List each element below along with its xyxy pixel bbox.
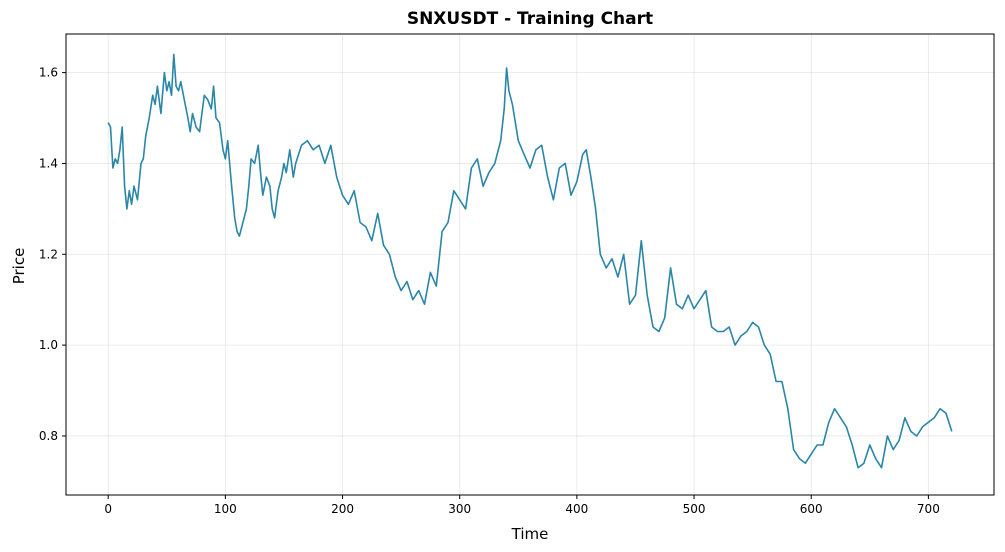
y-tick-label: 1.2 bbox=[39, 247, 58, 261]
x-tick-label: 700 bbox=[917, 502, 940, 516]
x-tick-label: 600 bbox=[800, 502, 823, 516]
x-tick-label: 300 bbox=[448, 502, 471, 516]
x-tick-label: 400 bbox=[565, 502, 588, 516]
x-tick-label: 100 bbox=[214, 502, 237, 516]
x-axis-ticks: 0 100 200 300 400 500 600 700 bbox=[104, 495, 940, 516]
y-tick-label: 1.0 bbox=[39, 338, 58, 352]
plot-frame bbox=[65, 33, 995, 496]
y-tick-label: 0.8 bbox=[39, 429, 58, 443]
x-tick-label: 500 bbox=[683, 502, 706, 516]
y-tick-label: 1.6 bbox=[39, 66, 58, 80]
chart-title: SNXUSDT - Training Chart bbox=[407, 9, 653, 29]
x-axis-label: Time bbox=[511, 525, 549, 543]
y-tick-label: 1.4 bbox=[39, 156, 58, 170]
y-axis-ticks: 0.8 1.0 1.2 1.4 1.6 bbox=[39, 66, 66, 443]
grid bbox=[66, 34, 994, 495]
series-layer bbox=[107, 53, 953, 469]
x-tick-label: 0 bbox=[104, 502, 112, 516]
x-tick-label: 200 bbox=[331, 502, 354, 516]
y-axis-label: Price bbox=[10, 248, 28, 285]
price-line bbox=[107, 53, 953, 469]
